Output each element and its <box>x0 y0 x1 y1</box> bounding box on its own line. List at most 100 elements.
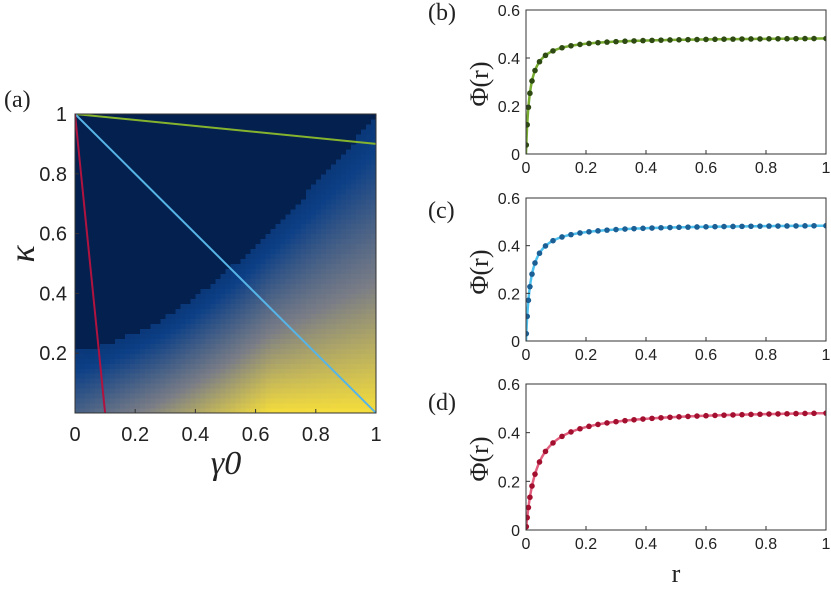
heatmap-cell <box>210 203 217 210</box>
heatmap-cell <box>305 318 312 324</box>
heatmap-cell <box>345 373 352 379</box>
heatmap-cell <box>180 203 186 210</box>
heatmap-cell <box>240 398 247 404</box>
heatmap-cell <box>150 293 156 299</box>
heatmap-cell <box>85 293 91 299</box>
heatmap-cell <box>225 318 232 324</box>
heatmap-cell <box>135 328 141 334</box>
heatmap-cell <box>340 318 347 324</box>
heatmap-cell <box>95 153 101 160</box>
heatmap-cell <box>205 173 212 180</box>
heatmap-cell <box>115 133 121 140</box>
heatmap-cell <box>285 333 292 339</box>
heatmap-cell <box>200 328 207 334</box>
heatmap-cell <box>190 298 196 304</box>
heatmap-cell <box>90 403 96 409</box>
heatmap-cell <box>85 398 91 404</box>
heatmap-cell <box>130 153 136 160</box>
heatmap-cell <box>165 323 171 329</box>
heatmap-cell <box>270 128 277 135</box>
heatmap-cell <box>110 118 116 125</box>
heatmap-cell <box>330 303 337 309</box>
heatmap-cell <box>170 263 176 270</box>
heatmap-cell <box>245 353 252 359</box>
heatmap-cell <box>230 213 237 220</box>
heatmap-cell <box>370 203 376 210</box>
heatmap-cell <box>145 163 151 170</box>
heatmap-cell <box>310 378 317 384</box>
heatmap-cell <box>195 168 202 175</box>
heatmap-cell <box>340 248 347 255</box>
heatmap-cell <box>75 198 81 205</box>
heatmap-cell <box>150 308 156 314</box>
heatmap-cell <box>245 218 252 225</box>
heatmap-cell <box>150 398 156 404</box>
heatmap-cell <box>345 118 352 125</box>
heatmap-cell <box>115 168 121 175</box>
heatmap-cell <box>190 223 196 230</box>
heatmap-cell <box>190 388 196 394</box>
heatmap-cell <box>75 323 81 329</box>
heatmap-cell <box>365 333 372 339</box>
heatmap-cell <box>320 183 327 190</box>
heatmap-cell <box>110 308 116 314</box>
heatmap-cell <box>360 403 367 409</box>
heatmap-cell <box>105 173 111 180</box>
heatmap-cell <box>315 248 322 255</box>
fit-curve <box>526 37 826 154</box>
heatmap-cell <box>85 393 91 399</box>
x-axis-label: r <box>672 559 681 586</box>
heatmap-cell <box>230 128 237 135</box>
heatmap-cell <box>200 208 207 215</box>
heatmap-cell <box>340 278 347 285</box>
heatmap-cell <box>95 398 101 404</box>
heatmap-cell <box>315 298 322 304</box>
heatmap-cell <box>240 238 247 245</box>
heatmap-cell <box>280 268 287 275</box>
heatmap-cell <box>315 158 322 165</box>
heatmap-cell <box>320 118 327 125</box>
heatmap-cell <box>270 173 277 180</box>
heatmap-cell <box>105 268 111 275</box>
heatmap-cell <box>265 273 272 280</box>
heatmap-cell <box>135 268 141 275</box>
heatmap-cell <box>240 268 247 275</box>
heatmap-cell <box>135 233 141 240</box>
heatmap-cell <box>190 253 196 260</box>
heatmap-cell <box>125 208 131 215</box>
heatmap-cell <box>355 233 362 240</box>
heatmap-cell <box>250 143 257 150</box>
heatmap-cell <box>180 143 186 150</box>
heatmap-cell <box>195 298 202 304</box>
heatmap-cell <box>300 213 307 220</box>
heatmap-cell <box>125 383 131 389</box>
data-point <box>694 224 700 230</box>
heatmap-cell <box>300 278 307 285</box>
heatmap-cell <box>105 308 111 314</box>
heatmap-cell <box>200 178 207 185</box>
heatmap-cell <box>340 353 347 359</box>
heatmap-cell <box>170 114 176 120</box>
data-point <box>526 504 532 511</box>
heatmap-cell <box>285 398 292 404</box>
heatmap-cell <box>210 393 217 399</box>
heatmap-cell <box>230 408 237 413</box>
heatmap-cell <box>95 403 101 409</box>
heatmap-cell <box>235 114 242 120</box>
heatmap-cell <box>325 358 332 364</box>
heatmap-cell <box>300 183 307 190</box>
heatmap-cell <box>295 238 302 245</box>
heatmap-cell <box>95 353 101 359</box>
heatmap-cell <box>365 398 372 404</box>
heatmap-cell <box>335 114 342 120</box>
heatmap-cell <box>145 133 151 140</box>
heatmap-cell <box>100 223 106 230</box>
heatmap-cell <box>305 268 312 275</box>
heatmap-cell <box>110 233 116 240</box>
heatmap-cell <box>270 163 277 170</box>
heatmap-cell <box>155 348 161 354</box>
heatmap-cell <box>295 143 302 150</box>
heatmap-cell <box>165 373 171 379</box>
heatmap-cell <box>120 153 126 160</box>
heatmap-cell <box>175 218 181 225</box>
